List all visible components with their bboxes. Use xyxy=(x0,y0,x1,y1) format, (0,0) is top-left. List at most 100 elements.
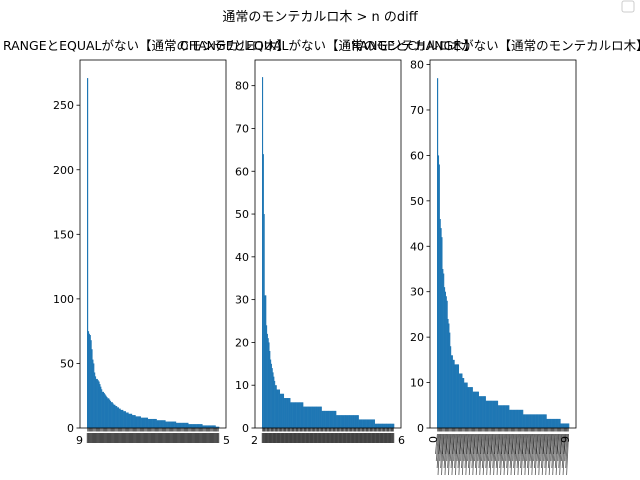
bar xyxy=(385,423,387,428)
x-tick-label-glyph xyxy=(150,433,153,443)
x-tick-label-glyph xyxy=(369,433,371,443)
bar xyxy=(200,424,202,428)
x-tick-label-glyph xyxy=(216,433,218,443)
x-tick-label-glyph xyxy=(332,433,334,443)
bar xyxy=(387,423,389,428)
x-tick-label-glyph xyxy=(497,433,501,455)
bar xyxy=(159,420,161,428)
bar xyxy=(481,396,483,428)
x-tick-label-glyph xyxy=(318,433,320,443)
x-tick-label-glyph xyxy=(154,433,156,443)
bar xyxy=(149,418,151,428)
bar xyxy=(465,382,467,428)
bar xyxy=(145,417,147,428)
bar xyxy=(174,421,176,428)
bar xyxy=(551,418,553,428)
bar xyxy=(470,387,472,428)
x-tick-label-glyph xyxy=(360,433,363,443)
y-tick-label: 50 xyxy=(60,357,74,370)
x-tick-label-glyph xyxy=(460,433,464,462)
bar xyxy=(316,406,318,428)
bar xyxy=(347,415,349,428)
bar xyxy=(156,420,158,428)
bar xyxy=(354,415,356,428)
x-tick-label-glyph xyxy=(111,433,113,443)
bar xyxy=(101,391,104,428)
bar xyxy=(90,340,92,428)
bar xyxy=(357,415,359,428)
bar xyxy=(270,363,272,428)
bar xyxy=(311,406,313,428)
bar xyxy=(538,414,540,428)
x-tick-label-glyph xyxy=(363,433,366,443)
x-tick-label-glyph xyxy=(193,433,195,443)
bar xyxy=(553,418,555,428)
bar xyxy=(529,414,532,428)
x-tick-label-glyph xyxy=(323,433,326,443)
bar xyxy=(536,414,538,428)
bar xyxy=(370,419,372,428)
bar xyxy=(151,418,153,428)
bar xyxy=(150,418,152,428)
bar xyxy=(118,408,120,428)
x-tick-label-glyph xyxy=(441,433,444,476)
x-tick-label-glyph xyxy=(281,433,284,443)
bar xyxy=(285,398,287,428)
x-tick-label-glyph xyxy=(486,433,490,476)
x-tick-label-glyph xyxy=(185,433,187,443)
bar xyxy=(145,417,148,428)
bar xyxy=(211,425,213,428)
bar xyxy=(131,413,133,428)
bar xyxy=(561,423,563,428)
x-tick-label-glyph xyxy=(150,433,152,443)
bar xyxy=(296,402,298,428)
bar xyxy=(179,422,181,428)
bar xyxy=(131,415,134,428)
axes-frame xyxy=(429,59,577,429)
y-tick-label: 10 xyxy=(410,377,424,390)
bar xyxy=(216,426,218,428)
x-tick-label-glyph xyxy=(207,433,209,443)
y-tick-label: 60 xyxy=(410,149,424,162)
bar xyxy=(163,420,165,428)
x-tick-label-glyph xyxy=(311,433,314,443)
x-tick-label-glyph xyxy=(440,433,444,469)
x-tick-label-glyph xyxy=(92,433,95,443)
bar xyxy=(292,402,294,428)
x-tick-label-glyph xyxy=(164,433,166,443)
x-tick-label-glyph xyxy=(380,433,382,443)
x-tick-label-glyph xyxy=(489,433,493,476)
x-tick-label-glyph xyxy=(351,433,353,443)
bar xyxy=(554,418,556,428)
x-tick-label-glyph xyxy=(264,433,267,443)
bars xyxy=(262,77,395,429)
bar xyxy=(542,414,544,428)
bar xyxy=(506,405,508,428)
x-tick-label-glyph xyxy=(153,433,156,443)
bar xyxy=(510,409,512,428)
bar xyxy=(439,219,441,428)
bar xyxy=(136,416,138,428)
bar xyxy=(535,414,537,428)
bar xyxy=(112,403,114,428)
bar xyxy=(377,423,379,428)
x-tick-label-first: 9 xyxy=(76,434,83,447)
bar xyxy=(311,406,314,428)
x-tick-label-glyph xyxy=(286,433,289,443)
bar xyxy=(509,409,512,428)
y-tick-label: 50 xyxy=(235,208,249,221)
bar xyxy=(476,391,478,428)
x-tick-label-glyph xyxy=(566,433,570,476)
bar xyxy=(466,382,468,428)
x-tick-label-glyph xyxy=(485,433,489,469)
x-tick-label-glyph xyxy=(353,433,355,443)
x-tick-label-glyph xyxy=(322,433,324,443)
bar xyxy=(344,415,346,428)
bar xyxy=(189,424,191,428)
x-tick-label-glyph xyxy=(544,433,548,469)
bar xyxy=(385,423,388,428)
x-tick-label-glyph xyxy=(125,433,127,443)
bar xyxy=(544,414,546,428)
bar xyxy=(132,415,134,428)
bar xyxy=(368,419,370,428)
